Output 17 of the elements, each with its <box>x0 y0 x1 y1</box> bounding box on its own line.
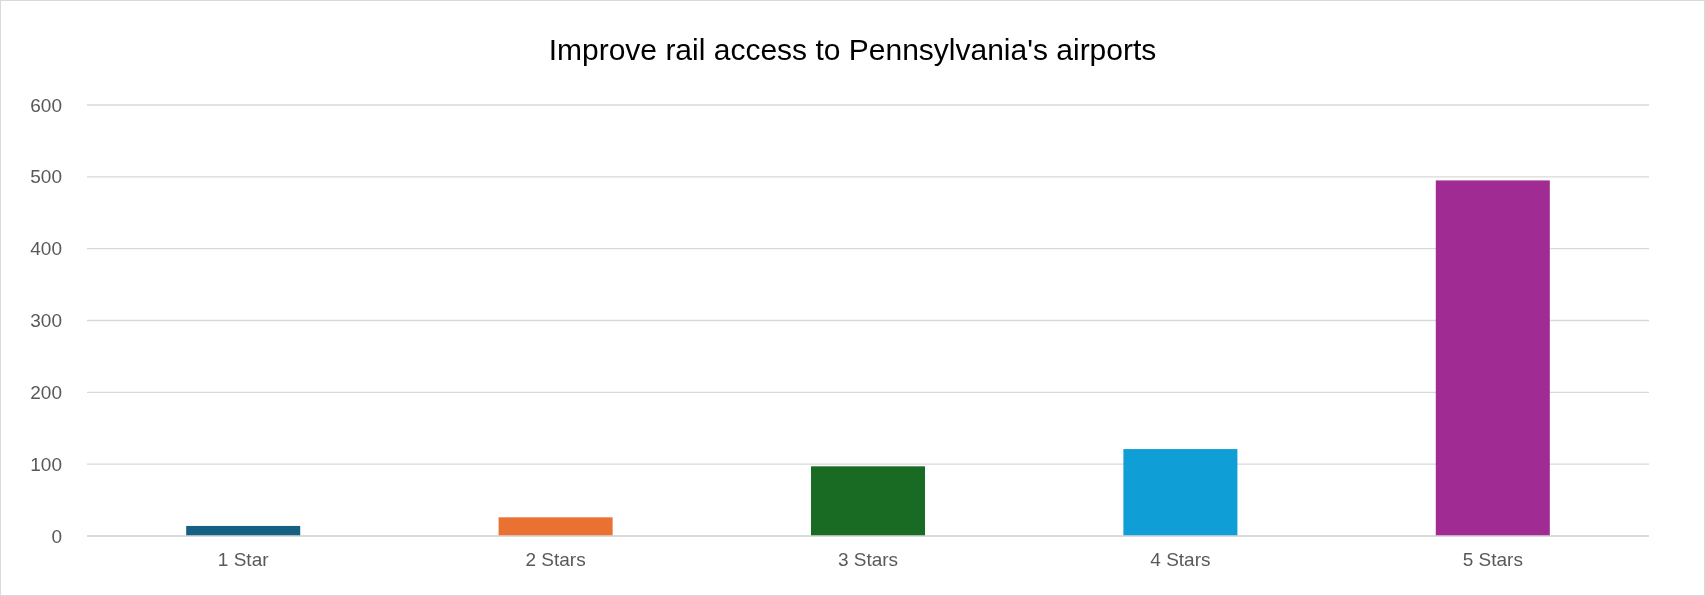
x-tick-label: 4 Stars <box>1150 549 1211 570</box>
y-tick-label: 0 <box>51 525 62 547</box>
x-tick-label: 1 Star <box>217 549 270 570</box>
x-tick-label: 5 Stars <box>1462 549 1523 570</box>
bar <box>1123 449 1238 536</box>
y-tick-label: 300 <box>30 310 62 332</box>
x-tick-label: 2 Stars <box>525 549 586 570</box>
y-tick-label: 600 <box>30 94 62 116</box>
x-tick-label: 3 Stars <box>837 549 899 570</box>
chart-title: Improve rail access to Pennsylvania's airports <box>548 33 1157 66</box>
y-tick-label: 100 <box>30 453 62 475</box>
bar <box>810 466 926 536</box>
bar <box>498 517 613 536</box>
bar <box>1435 180 1550 536</box>
y-tick-label: 400 <box>30 238 62 260</box>
y-tick-label: 200 <box>30 381 62 403</box>
y-tick-label: 500 <box>30 166 62 188</box>
